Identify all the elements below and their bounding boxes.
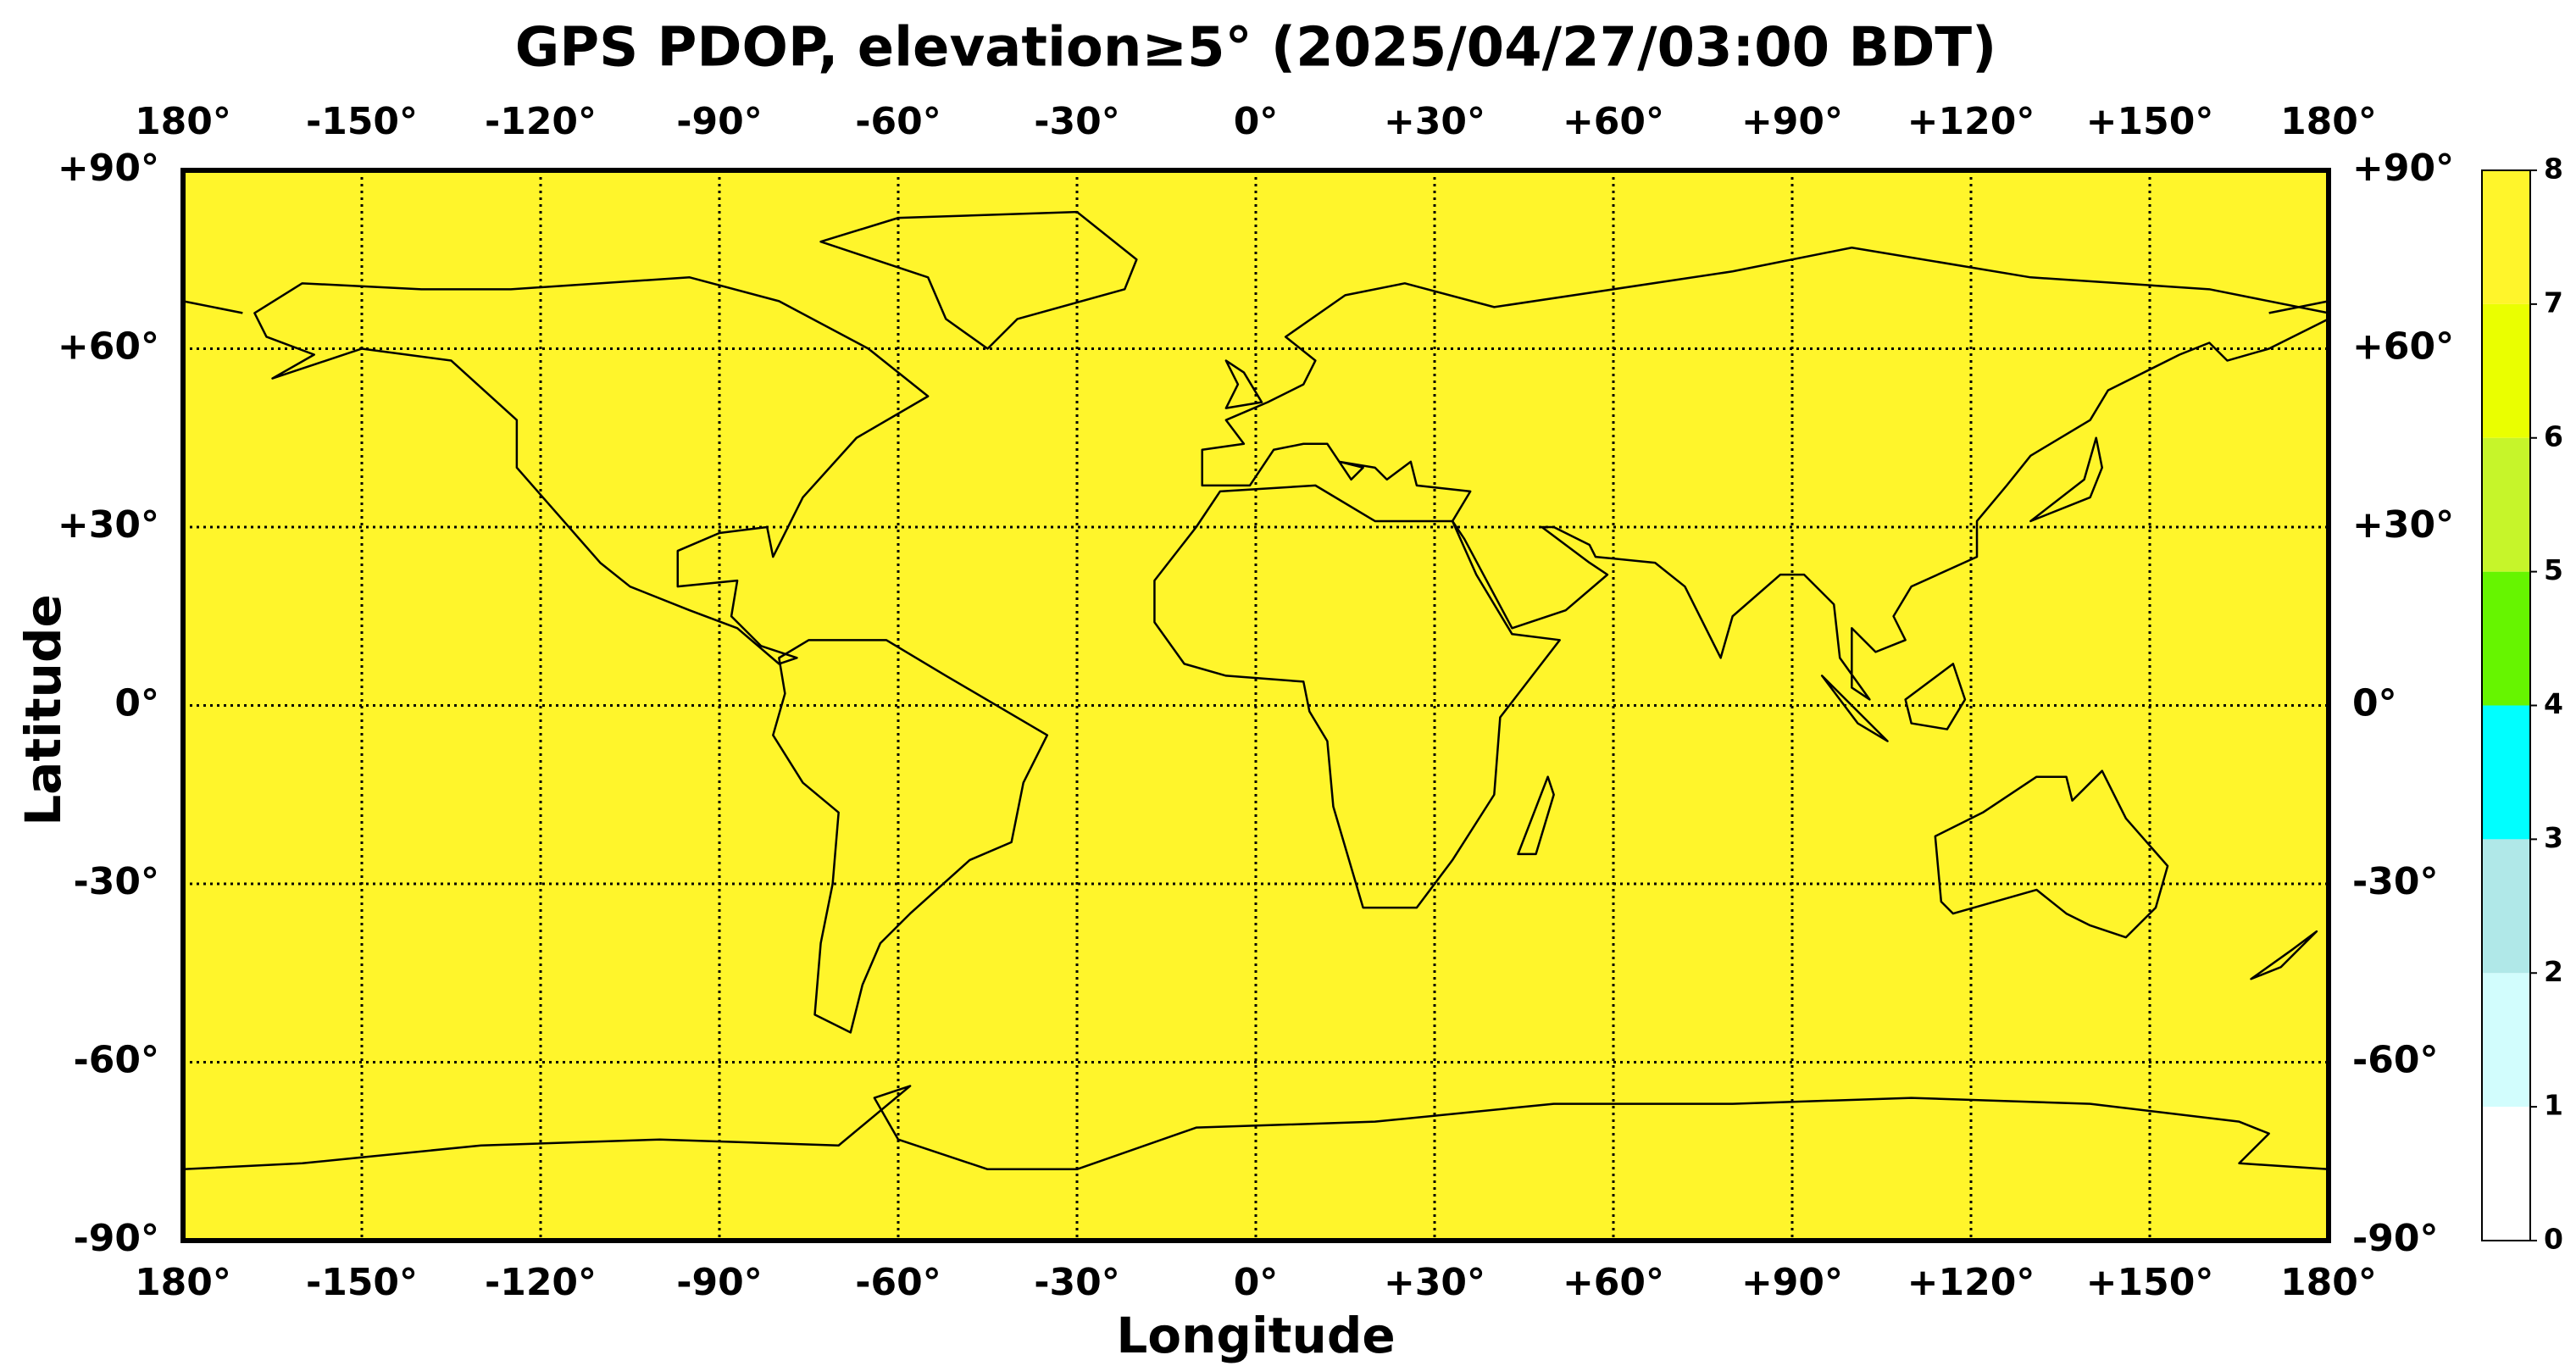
coastline <box>821 212 1137 348</box>
colorbar-segment <box>2482 170 2530 304</box>
x-tick-label-bottom: -120° <box>485 1261 597 1304</box>
x-tick-label-top: -120° <box>485 100 597 143</box>
colorbar-tick-label: 0 <box>2544 1223 2563 1256</box>
colorbar-tick-label: 7 <box>2544 286 2563 319</box>
colorbar-tick-label: 3 <box>2544 821 2563 854</box>
map-frame <box>180 168 2331 1243</box>
coastline <box>1202 247 2329 699</box>
y-tick-label-right: +30° <box>2352 503 2454 547</box>
coastline <box>183 301 2329 979</box>
x-tick-label-bottom: 180° <box>135 1261 231 1304</box>
x-tick-label-top: +120° <box>1907 100 2035 143</box>
x-tick-label-bottom: +120° <box>1907 1261 2035 1304</box>
x-tick-label-bottom: 180° <box>2280 1261 2377 1304</box>
coastline <box>1935 771 2168 937</box>
y-tick-label-right: -30° <box>2352 860 2439 903</box>
x-tick-label-bottom: +150° <box>2086 1261 2214 1304</box>
colorbar-segment <box>2482 571 2530 706</box>
x-tick-label-top: 180° <box>2280 100 2377 143</box>
map-title: GPS PDOP, elevation≥5° (2025/04/27/03:00… <box>515 17 1997 80</box>
coastline <box>254 277 928 664</box>
colorbar-tick-label: 4 <box>2544 687 2563 720</box>
x-tick-label-top: +150° <box>2086 100 2214 143</box>
y-axis-label: Latitude <box>14 594 72 826</box>
y-tick-label-right: +60° <box>2352 325 2454 369</box>
colorbar-tick-label: 1 <box>2544 1089 2563 1122</box>
x-tick-label-bottom: +30° <box>1384 1261 1485 1304</box>
x-tick-label-bottom: +90° <box>1741 1261 1843 1304</box>
x-tick-label-top: 180° <box>135 100 231 143</box>
x-tick-label-bottom: -150° <box>306 1261 418 1304</box>
x-axis-label: Longitude <box>1116 1307 1395 1364</box>
colorbar-segment <box>2482 973 2530 1108</box>
colorbar-tick-label: 5 <box>2544 553 2563 586</box>
y-tick-label-left: 0° <box>114 682 159 725</box>
x-tick-label-bottom: +60° <box>1563 1261 1664 1304</box>
colorbar-tick-label: 8 <box>2544 153 2563 186</box>
x-tick-label-bottom: -30° <box>1034 1261 1120 1304</box>
y-tick-label-left: +30° <box>58 503 159 547</box>
colorbar-segment <box>2482 437 2530 572</box>
x-tick-label-top: 0° <box>1234 100 1279 143</box>
y-tick-label-right: 0° <box>2352 682 2397 725</box>
coastlines <box>183 212 2329 1169</box>
colorbar-tick-label: 2 <box>2544 955 2563 988</box>
x-tick-label-top: -150° <box>306 100 418 143</box>
x-tick-label-top: +30° <box>1384 100 1485 143</box>
y-tick-label-left: -90° <box>74 1217 160 1260</box>
coastline <box>183 1086 2329 1169</box>
x-tick-label-bottom: -60° <box>855 1261 941 1304</box>
x-tick-label-top: -90° <box>676 100 763 143</box>
colorbar-segment <box>2482 1107 2530 1241</box>
colorbar-segment <box>2482 839 2530 974</box>
y-tick-label-left: -30° <box>74 860 160 903</box>
colorbar-segment <box>2482 705 2530 840</box>
y-tick-label-right: +90° <box>2352 147 2454 190</box>
x-tick-label-top: +90° <box>1741 100 1843 143</box>
x-tick-label-bottom: 0° <box>1234 1261 1279 1304</box>
x-tick-label-bottom: -90° <box>676 1261 763 1304</box>
colorbar: 0 1 2 3 4 5 6 7 8 <box>2481 153 2563 1256</box>
y-tick-label-left: +60° <box>58 325 159 369</box>
y-tick-label-left: +90° <box>58 147 159 190</box>
x-tick-label-top: +60° <box>1563 100 1664 143</box>
colorbar-tick-label: 6 <box>2544 419 2563 453</box>
x-tick-label-top: -30° <box>1034 100 1120 143</box>
x-tick-label-top: -60° <box>855 100 941 143</box>
coastline <box>1154 486 1559 908</box>
coastline <box>773 640 1047 1032</box>
y-tick-label-right: -60° <box>2352 1039 2439 1082</box>
y-tick-label-right: -90° <box>2352 1217 2439 1260</box>
colorbar-segment <box>2482 303 2530 438</box>
y-tick-label-left: -60° <box>74 1039 160 1082</box>
